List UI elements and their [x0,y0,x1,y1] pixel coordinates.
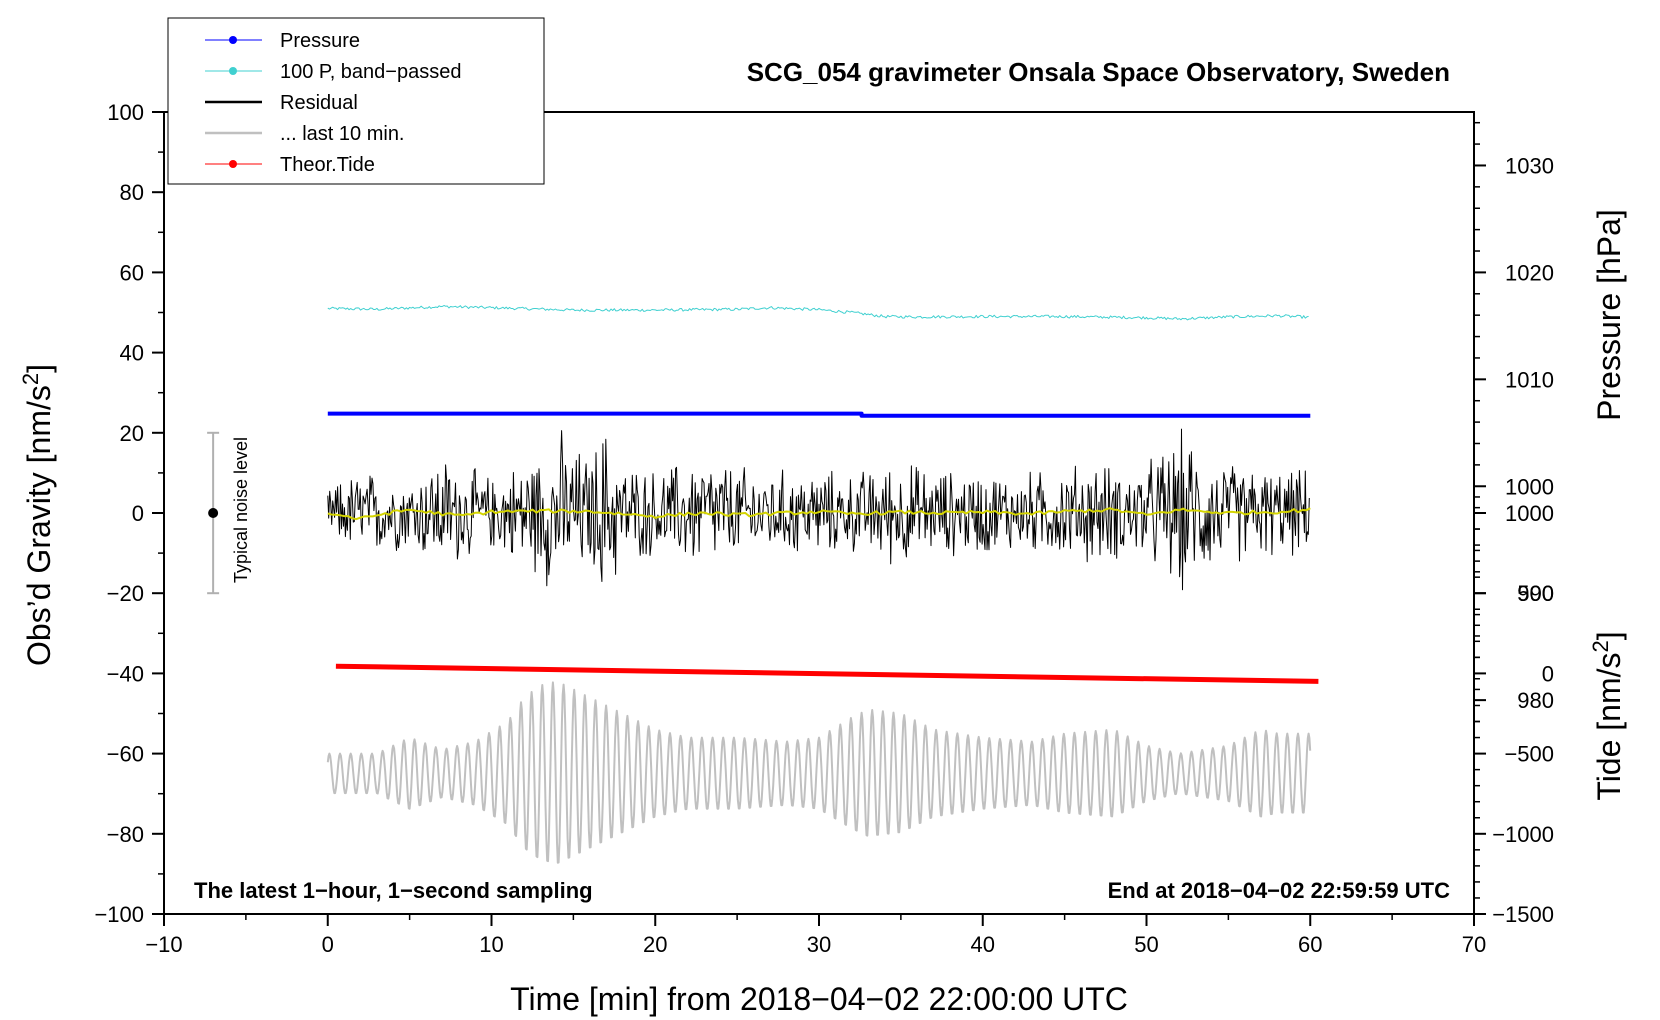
y-tick-label: −20 [107,581,144,606]
noise-level-label: Typical noise level [231,437,251,583]
x-axis-label: Time [min] from 2018−04−02 22:00:00 UTC [510,981,1128,1017]
x-tick-label: 70 [1462,932,1486,957]
noise-level-indicator: Typical noise level [207,431,251,595]
pressure-tick-label: 1000 [1505,474,1554,499]
series-residual-smoothed [327,507,1311,521]
annotation-sampling: The latest 1−hour, 1−second sampling [194,878,593,903]
y-axis-label-tide: Tide [nm/s2] [1588,631,1627,800]
y-tick-label: −60 [107,742,144,767]
y-tick-label: 0 [132,501,144,526]
chart-title: SCG_054 gravimeter Onsala Space Observat… [747,57,1450,87]
legend-marker-pressure [229,36,237,44]
pressure-tick-label: 1020 [1505,260,1554,285]
annotation-end-time: End at 2018−04−02 22:59:59 UTC [1108,878,1451,903]
tide-tick-label: −500 [1504,742,1554,767]
x-tick-label: 50 [1134,932,1158,957]
tide-tick-label: 0 [1542,661,1554,686]
y-tick-label: 40 [120,341,144,366]
noise-bar-center-dot [208,508,219,518]
y-axis-label-tide-end: ] [1591,631,1627,640]
series-residual [327,428,1310,591]
x-tick-label: 30 [807,932,831,957]
series-theor-tide [335,663,1319,684]
y-tick-label: 80 [120,180,144,205]
tide-tick-label: 500 [1517,581,1554,606]
y-tick-label: −80 [107,822,144,847]
x-tick-label: −10 [145,932,182,957]
series-last-10-min [326,681,1312,864]
x-tick-label: 20 [643,932,667,957]
y-axis-label-gravity-sup: 2 [18,373,43,385]
pressure-tick-label: 990 [1517,581,1554,606]
y-axis-label-tide-sup: 2 [1588,640,1613,652]
legend-marker-theor-tide [229,160,237,168]
tide-tick-label: 1000 [1505,501,1554,526]
series-100-p-band-passed [327,305,1309,321]
pressure-tick-label: 980 [1517,688,1554,713]
legend-marker-100-p-band-passed [229,67,237,75]
y-axis-label-gravity-end: ] [21,364,57,373]
tide-tick-label: −1500 [1492,902,1554,927]
y-tick-label: 100 [107,100,144,125]
legend: Pressure 100 P, band−passed Residual ... la… [167,17,545,185]
series-layer [326,305,1319,864]
y-tick-label: 60 [120,260,144,285]
series-pressure [327,411,1311,418]
x-tick-label: 10 [479,932,503,957]
legend-label-last-10-min: ... last 10 min. [280,123,405,145]
legend-label-pressure: Pressure [280,30,360,52]
y-axis-label-gravity: Obs’d Gravity [nm/s2] [18,364,57,666]
tide-tick-label: −1000 [1492,822,1554,847]
legend-label-theor-tide: Theor.Tide [280,154,375,176]
ticks-layer: −10 0 10 20 30 40 50 60 70100806040200−20−40−60−… [94,100,1554,957]
pressure-tick-label: 1030 [1505,153,1554,178]
legend-label-100-p-band-passed: 100 P, band−passed [280,61,461,83]
x-tick-label: 0 [322,932,334,957]
y-axis-label-pressure: Pressure [hPa] [1591,209,1627,421]
legend-label-residual: Residual [280,92,358,114]
y-axis-label-gravity-main: Obs’d Gravity [nm/s [21,385,57,666]
x-tick-label: 60 [1298,932,1322,957]
y-tick-label: −100 [94,902,144,927]
y-axis-label-tide-main: Tide [nm/s [1591,652,1627,800]
y-tick-label: 20 [120,421,144,446]
y-tick-label: −40 [107,661,144,686]
pressure-tick-label: 1010 [1505,367,1554,392]
x-tick-label: 40 [971,932,995,957]
